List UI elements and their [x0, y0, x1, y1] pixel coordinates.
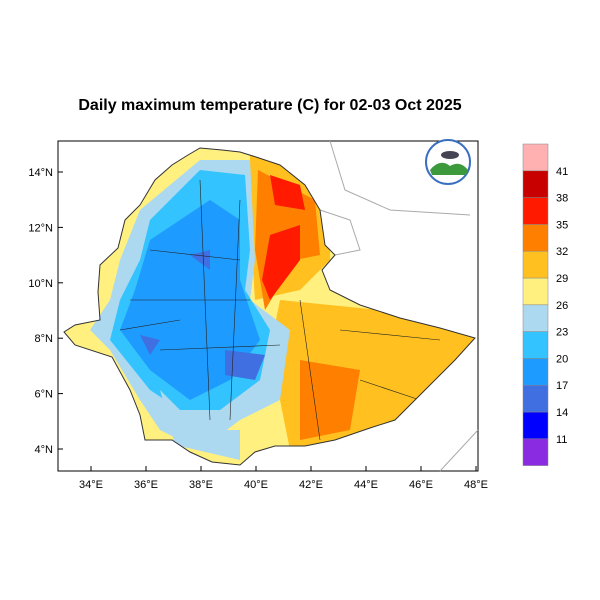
legend-label: 23 [556, 327, 568, 339]
lon-tick-label: 46°E [409, 479, 433, 491]
legend-label: 14 [556, 407, 568, 419]
admin-boundaries [119, 179, 441, 441]
legend-label: 17 [556, 380, 568, 392]
legend-swatch [522, 170, 549, 198]
legend-label: 29 [556, 273, 568, 285]
map-title: Daily maximum temperature (C) for 02-03 … [78, 97, 462, 114]
legend-swatch [522, 331, 549, 359]
legend-label: 26 [556, 300, 568, 312]
lat-tick-label: 4°N [35, 444, 54, 456]
legend-label: 32 [556, 246, 568, 258]
lat-tick-label: 6°N [35, 389, 54, 401]
legend-swatch [522, 197, 549, 225]
lon-tick-label: 36°E [134, 479, 158, 491]
lon-tick-label: 34°E [79, 479, 103, 491]
legend-label: 38 [556, 193, 568, 205]
lat-tick-label: 8°N [35, 333, 54, 345]
legend-swatch [522, 224, 549, 252]
legend-label: 35 [556, 219, 568, 231]
lon-tick-label: 44°E [354, 479, 378, 491]
lat-tick-label: 10°N [28, 278, 53, 290]
lon-tick-label: 48°E [464, 479, 488, 491]
legend-swatch [522, 384, 549, 413]
lon-tick-label: 40°E [244, 479, 268, 491]
legend-label: 20 [556, 353, 568, 365]
logo [425, 139, 471, 185]
legend-swatch [522, 358, 549, 386]
legend-swatch [522, 411, 549, 440]
legend-label: 11 [556, 434, 567, 446]
lon-tick-label: 38°E [189, 479, 213, 491]
lon-tick-label: 42°E [299, 479, 323, 491]
legend-swatch [522, 304, 549, 332]
legend-swatch [522, 143, 549, 172]
legend-label: 41 [556, 166, 568, 178]
lat-tick-label: 12°N [28, 222, 53, 234]
legend-swatch [522, 250, 549, 279]
legend-swatch [522, 277, 549, 306]
legend-swatch [522, 438, 549, 466]
neighbor-coastline [319, 140, 479, 472]
lat-tick-label: 14°N [28, 167, 53, 179]
